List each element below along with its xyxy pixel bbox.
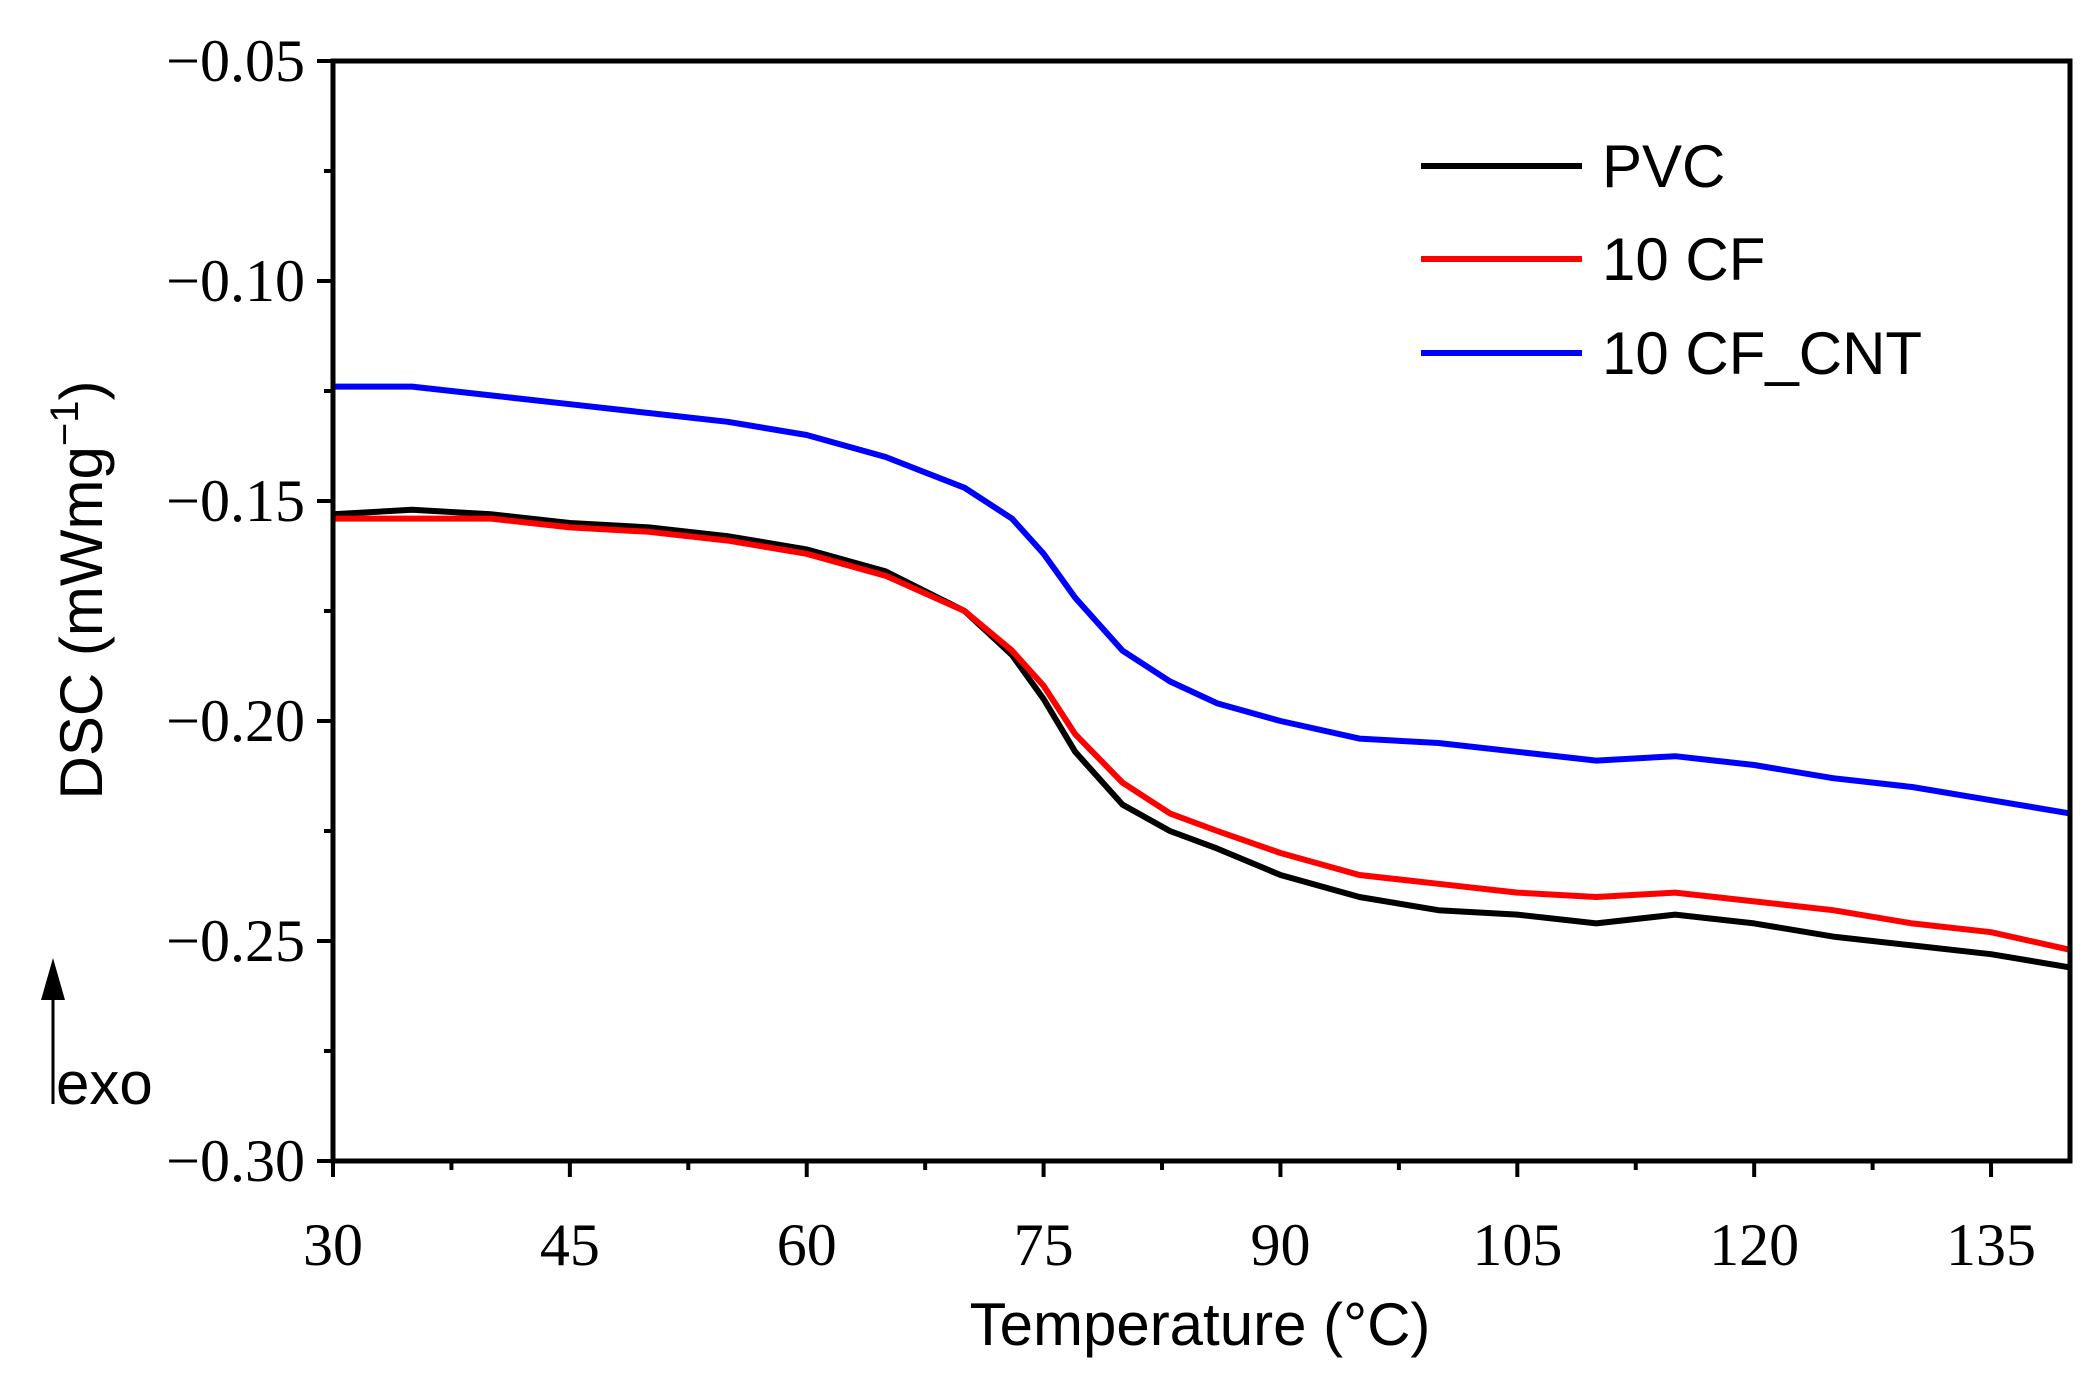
ticks-layer: 30 45 60 75 90 105 120 135 −0.05 −0.10 −0.15 −0.20 −… xyxy=(166,28,2036,1278)
legend-label: 10 CF_CNT xyxy=(1602,320,1922,387)
legend-item: PVC xyxy=(1421,133,1725,200)
x-tick-label: 120 xyxy=(1709,1212,1799,1278)
series-line-0 xyxy=(332,506,2071,971)
x-tick-label: 75 xyxy=(1014,1212,1074,1278)
series-layer xyxy=(332,383,2071,971)
y-axis-label: DSC (mWmg−1) xyxy=(43,381,115,800)
legend-label: 10 CF xyxy=(1602,226,1765,293)
series-line-1 xyxy=(333,515,2071,953)
y-tick-label: −0.20 xyxy=(166,688,305,754)
x-tick-label: 105 xyxy=(1472,1212,1562,1278)
plot-frame xyxy=(330,58,2073,1164)
x-tick-label: 30 xyxy=(303,1212,363,1278)
x-axis-label: Temperature (°C) xyxy=(970,1291,1431,1358)
y-tick-label: −0.10 xyxy=(166,248,305,314)
legend-item: 10 CF xyxy=(1421,226,1765,293)
x-tick-label: 135 xyxy=(1946,1212,2036,1278)
y-tick-label: −0.30 xyxy=(166,1128,305,1194)
x-tick-label: 60 xyxy=(777,1212,837,1278)
y-tick-label: −0.25 xyxy=(166,908,305,974)
x-tick-label: 90 xyxy=(1250,1212,1310,1278)
y-tick-label: −0.15 xyxy=(166,468,305,534)
exo-annotation: exo xyxy=(41,958,153,1117)
exo-arrowhead-icon xyxy=(41,958,65,1000)
y-tick-label: −0.05 xyxy=(166,28,305,94)
exo-label: exo xyxy=(56,1050,153,1117)
legend: PVC 10 CF 10 CF_CNT xyxy=(1421,133,1922,387)
series-line-2 xyxy=(333,383,2071,817)
legend-item: 10 CF_CNT xyxy=(1421,320,1922,387)
x-tick-label: 45 xyxy=(540,1212,600,1278)
legend-label: PVC xyxy=(1602,133,1725,200)
